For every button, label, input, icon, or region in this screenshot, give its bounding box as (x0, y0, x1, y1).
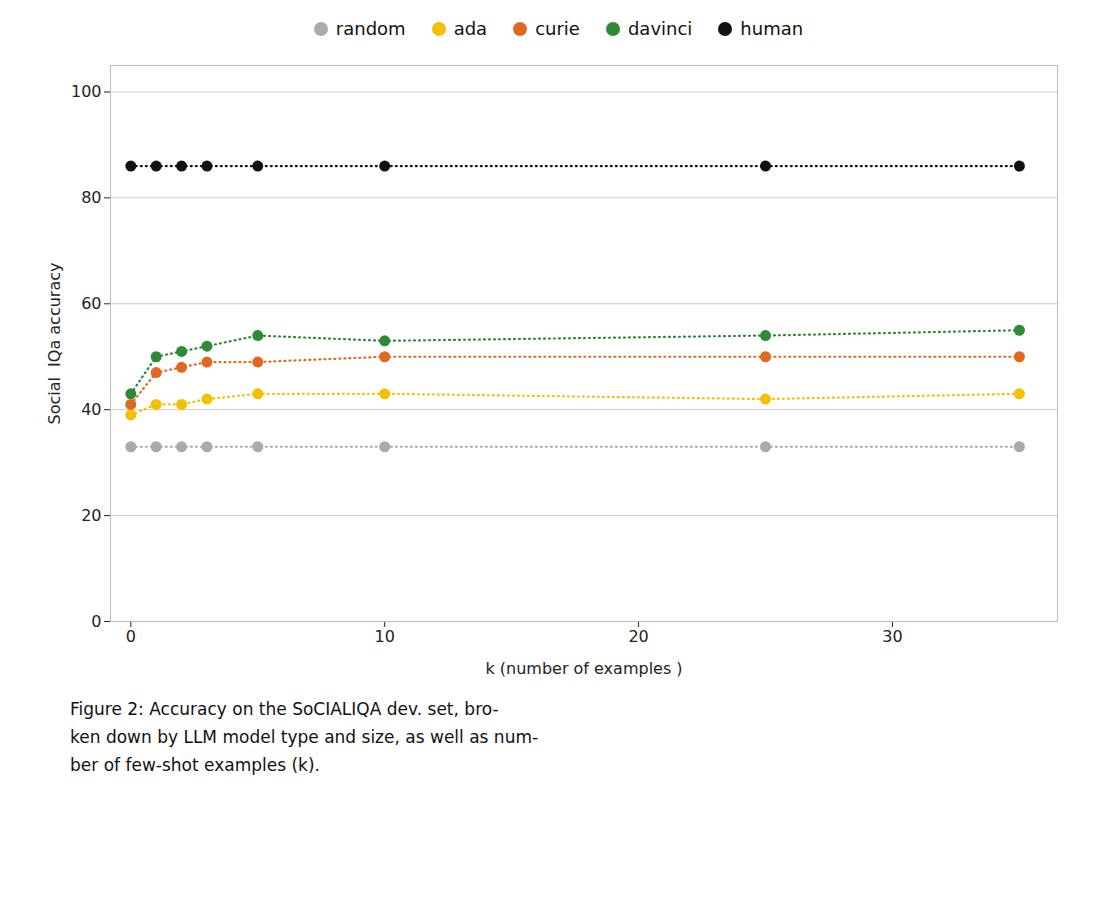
svg-text:30: 30 (882, 627, 902, 646)
svg-text:Social IQa accuracy: Social IQa accuracy (45, 263, 64, 425)
html-text:curie: curie (535, 18, 580, 39)
svg-text:100: 100 (71, 82, 102, 101)
html-text:ada: ada (453, 18, 488, 39)
svg-text:0: 0 (126, 627, 136, 646)
svg-text:10: 10 (375, 627, 395, 646)
svg-text:60: 60 (81, 294, 101, 313)
svg-text:20: 20 (628, 627, 648, 646)
svg-text:40: 40 (81, 400, 101, 419)
svg-text:0: 0 (91, 612, 101, 631)
svg-text:80: 80 (81, 188, 101, 207)
svg-text:k (number of examples ): k (number of examples ) (485, 659, 682, 678)
html-text:Figure 2: Accuracy on the SᴏCI: Figure 2: Accuracy on the SᴏCIALIQA dev.… (70, 699, 539, 776)
svg-text:20: 20 (81, 506, 101, 525)
html-text:random: random (335, 18, 406, 39)
html-text:davinci: davinci (627, 18, 693, 39)
html-text:human: human (740, 18, 804, 39)
